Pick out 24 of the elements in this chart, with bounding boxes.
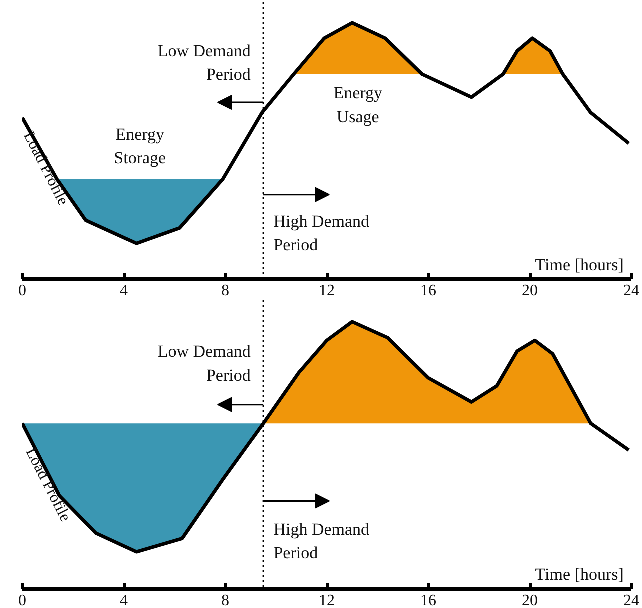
x-tick-label: 20: [522, 282, 538, 300]
x-tick-label: 4: [120, 282, 128, 300]
x-tick-label: 16: [420, 282, 436, 300]
annotation: High Demand Period: [274, 520, 370, 563]
text: Load Profile: [20, 128, 72, 208]
x-tick-label: 0: [18, 282, 26, 300]
x-tick-label: 4: [120, 592, 128, 608]
annotation: Low Demand Period: [158, 342, 252, 385]
x-axis-title: Time [hours]: [535, 255, 624, 274]
annotation: Energy Usage: [334, 84, 383, 126]
x-tick-label: 12: [319, 282, 335, 300]
x-tick-label: 0: [18, 592, 26, 608]
x-tick-label: 24: [624, 282, 640, 300]
annotation: Energy Storage: [114, 124, 166, 168]
x-tick-label: 16: [420, 592, 436, 608]
x-tick-label: 24: [624, 592, 640, 608]
x-tick-label: 8: [222, 592, 230, 608]
x-axis-title: Time [hours]: [535, 565, 624, 584]
text: Load Profile: [22, 445, 74, 525]
x-tick-label: 12: [319, 592, 335, 608]
annotation: Low Demand Period: [158, 41, 252, 84]
annotation: High Demand Period: [274, 212, 370, 255]
x-tick-label: 8: [222, 282, 230, 300]
x-tick-label: 20: [522, 592, 538, 608]
